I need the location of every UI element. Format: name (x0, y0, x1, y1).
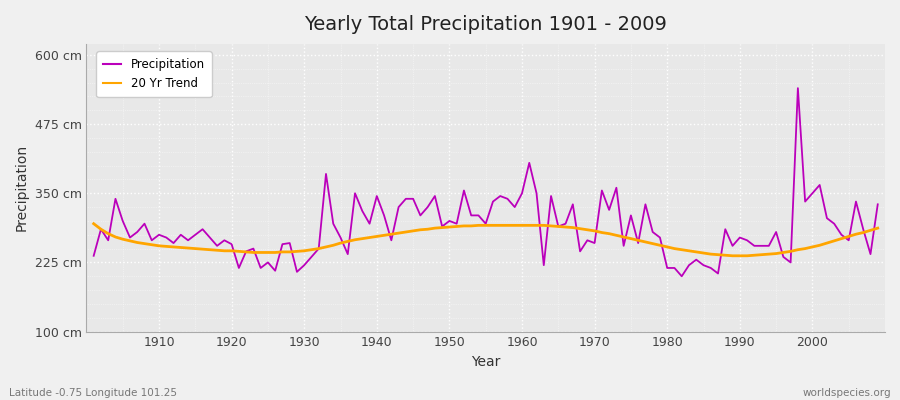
Y-axis label: Precipitation: Precipitation (15, 144, 29, 231)
X-axis label: Year: Year (471, 355, 500, 369)
Text: worldspecies.org: worldspecies.org (803, 388, 891, 398)
Legend: Precipitation, 20 Yr Trend: Precipitation, 20 Yr Trend (96, 51, 212, 97)
Title: Yearly Total Precipitation 1901 - 2009: Yearly Total Precipitation 1901 - 2009 (304, 15, 667, 34)
Text: Latitude -0.75 Longitude 101.25: Latitude -0.75 Longitude 101.25 (9, 388, 177, 398)
